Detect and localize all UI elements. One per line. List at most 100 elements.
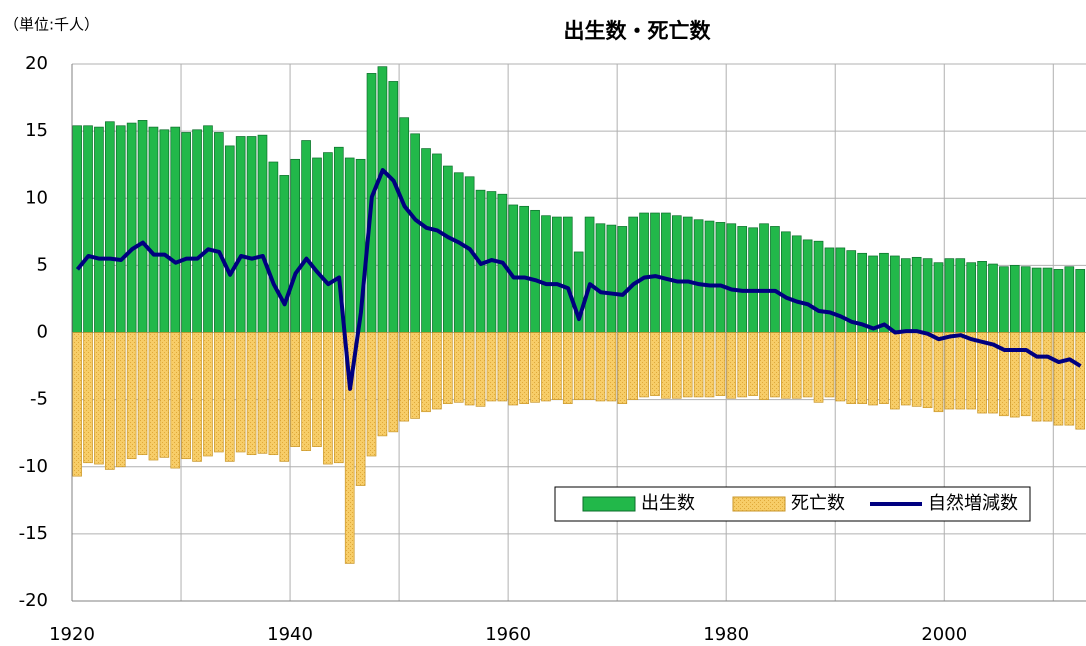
legend-label: 出生数	[641, 493, 695, 514]
bar	[301, 140, 311, 333]
legend-label: 死亡数	[791, 493, 845, 514]
bar	[105, 121, 115, 333]
bar	[1042, 267, 1053, 333]
bar	[1031, 332, 1042, 422]
bar	[115, 332, 126, 468]
bar	[530, 332, 540, 403]
bar	[617, 226, 628, 333]
bar	[933, 262, 944, 333]
bar	[650, 212, 660, 333]
bar	[857, 332, 867, 405]
bar	[497, 332, 508, 402]
bar	[922, 332, 933, 409]
bar	[770, 226, 780, 333]
bar	[224, 332, 235, 462]
bar	[344, 157, 355, 333]
bar	[94, 332, 104, 465]
bar	[72, 332, 82, 477]
bar	[1009, 265, 1020, 333]
bar	[911, 256, 922, 333]
bar	[966, 262, 977, 333]
bar	[639, 212, 649, 333]
bar	[1020, 266, 1031, 333]
bar	[203, 125, 213, 333]
bar	[246, 332, 257, 456]
bar	[519, 332, 529, 405]
bar	[977, 260, 987, 333]
bar	[421, 148, 431, 333]
bar	[748, 227, 758, 333]
bar	[126, 122, 137, 333]
bar	[759, 332, 769, 400]
bar	[573, 332, 584, 400]
bar	[682, 332, 693, 398]
bar	[377, 66, 388, 333]
bar	[770, 332, 780, 398]
y-tick-label: 10	[25, 187, 48, 208]
bar	[323, 332, 333, 465]
bar	[268, 332, 279, 456]
legend-swatch	[732, 496, 786, 512]
bar	[977, 332, 987, 414]
bar	[432, 332, 442, 410]
bar	[83, 125, 93, 333]
bar	[900, 258, 911, 333]
y-tick-label: -5	[30, 389, 48, 410]
bar	[759, 223, 769, 333]
bar	[159, 332, 170, 458]
bar	[791, 332, 802, 399]
bar	[737, 332, 748, 398]
bar	[344, 332, 355, 564]
bar	[1053, 269, 1064, 333]
bar	[704, 332, 715, 398]
bar	[410, 332, 420, 419]
bar	[214, 132, 224, 333]
bar	[312, 332, 322, 447]
line	[75, 168, 1082, 391]
bar	[159, 129, 170, 333]
bar	[453, 172, 464, 333]
bar	[802, 239, 813, 333]
bar	[562, 216, 573, 333]
y-tick-label: 20	[25, 53, 48, 74]
bar	[999, 266, 1009, 333]
bar	[606, 224, 617, 333]
bar	[83, 332, 93, 464]
bar	[170, 332, 181, 469]
bar	[170, 126, 181, 333]
bar	[1053, 332, 1064, 426]
bar	[257, 134, 268, 333]
bar	[781, 332, 791, 399]
bar	[181, 332, 191, 460]
bar	[72, 125, 82, 333]
bar	[388, 81, 399, 333]
bar	[312, 157, 322, 333]
bar	[802, 332, 813, 398]
bar	[726, 223, 737, 333]
bar	[541, 215, 551, 333]
bar	[999, 332, 1009, 417]
bar	[432, 153, 442, 333]
bar	[148, 332, 159, 461]
bar	[1009, 332, 1020, 418]
chart-title: 出生数・死亡数	[564, 19, 712, 43]
y-tick-label: -20	[19, 590, 48, 611]
bar	[443, 165, 453, 333]
bar	[988, 332, 998, 414]
bar	[257, 332, 268, 454]
bar	[584, 216, 595, 333]
bar	[628, 216, 639, 333]
y-tick-label: 15	[25, 120, 48, 141]
bar	[355, 332, 366, 486]
bar	[890, 332, 900, 410]
bar	[192, 332, 202, 462]
bar	[988, 263, 998, 333]
bar	[181, 132, 191, 333]
bar	[879, 252, 889, 333]
bar	[661, 212, 671, 333]
y-tick-label: 5	[37, 254, 48, 275]
bar	[235, 136, 246, 333]
bar	[900, 332, 911, 406]
bar	[1075, 269, 1086, 333]
